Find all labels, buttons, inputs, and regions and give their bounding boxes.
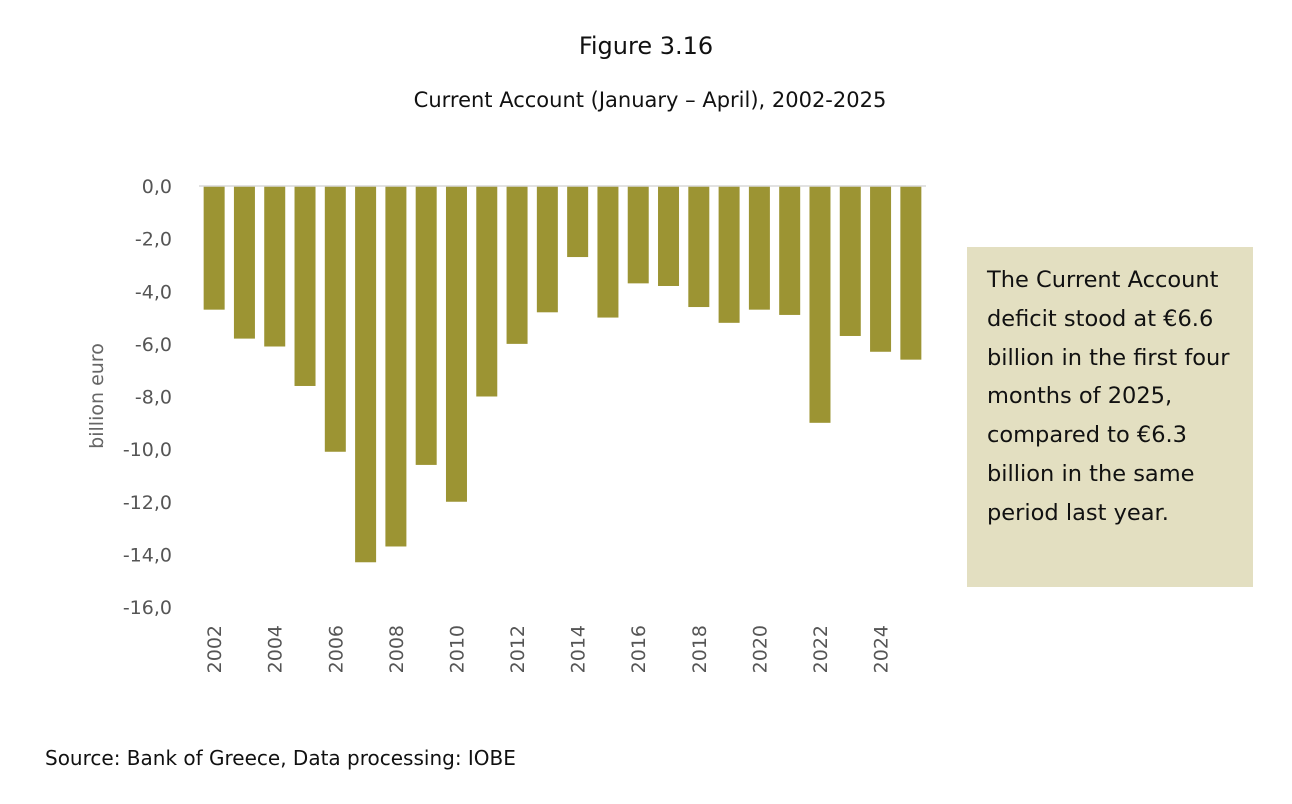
bar-2014 (567, 186, 589, 258)
y-tick-label: -14,0 (123, 544, 172, 566)
x-tick-label: 2020 (749, 625, 771, 673)
y-tick-label: -12,0 (123, 492, 172, 514)
y-tick-label: -8,0 (135, 387, 172, 409)
bar-2024 (870, 186, 892, 352)
x-tick-label: 2016 (628, 625, 650, 673)
bar-2002 (203, 186, 225, 310)
bar-2003 (233, 186, 255, 339)
bar-2006 (324, 186, 346, 452)
bar-2020 (748, 186, 770, 310)
y-tick-label: -6,0 (135, 334, 172, 356)
figure-label: Figure 3.16 (578, 32, 714, 60)
bar-2011 (476, 186, 498, 397)
bar-2023 (839, 186, 861, 336)
y-tick-label: -16,0 (123, 597, 172, 619)
x-tick-label: 2024 (871, 625, 893, 673)
bar-2008 (385, 186, 407, 547)
bar-2004 (264, 186, 286, 347)
bar-2019 (718, 186, 740, 323)
annotation-box: The Current Account deficit stood at €6.… (967, 247, 1253, 587)
x-tick-label: 2022 (810, 625, 832, 673)
x-tick-label: 2018 (689, 625, 711, 673)
bar-2012 (506, 186, 528, 344)
y-tick-label: -10,0 (123, 439, 172, 461)
x-tick-label: 2008 (386, 625, 408, 673)
x-tick-label: 2006 (325, 625, 347, 673)
bar-2009 (415, 186, 437, 465)
y-tick-label: -2,0 (135, 229, 172, 251)
bar-2013 (536, 186, 558, 313)
bar-2018 (688, 186, 710, 308)
y-tick-label: -4,0 (135, 281, 172, 303)
bar-2007 (355, 186, 377, 563)
bar-2022 (809, 186, 831, 423)
x-tick-label: 2010 (446, 625, 468, 673)
bar-2005 (294, 186, 316, 386)
x-tick-label: 2004 (265, 625, 287, 673)
y-tick-label: 0,0 (142, 176, 172, 198)
y-axis-label: billion euro (86, 343, 108, 449)
bar-2021 (779, 186, 801, 315)
x-tick-label: 2002 (204, 625, 226, 673)
chart-title: Current Account (January – April), 2002-… (413, 88, 887, 112)
bar-2010 (445, 186, 467, 502)
bar-2025 (900, 186, 922, 360)
x-tick-label: 2012 (507, 625, 529, 673)
bar-2017 (658, 186, 680, 286)
source-note: Source: Bank of Greece, Data processing:… (45, 746, 516, 770)
bar-2016 (627, 186, 649, 284)
x-tick-label: 2014 (568, 625, 590, 673)
bar-2015 (597, 186, 619, 318)
